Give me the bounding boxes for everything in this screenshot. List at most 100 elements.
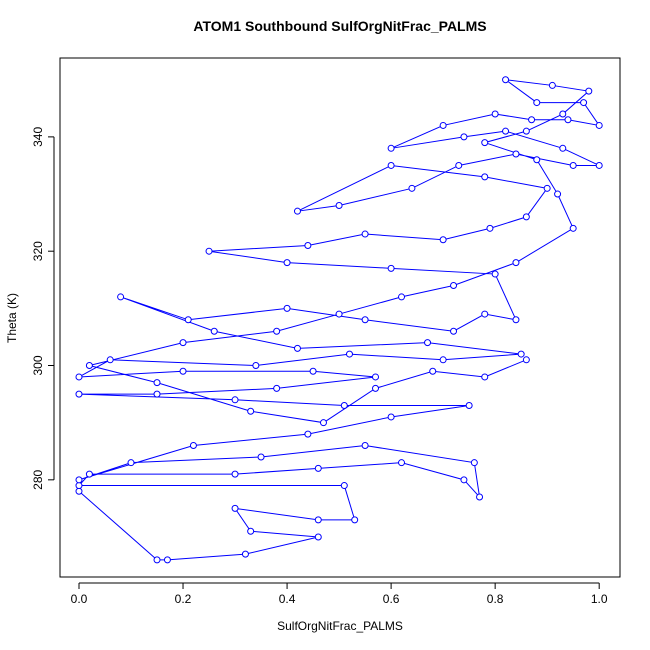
data-point [75, 390, 83, 398]
data-point [106, 356, 114, 364]
data-point [184, 316, 192, 324]
data-point [210, 327, 218, 335]
data-point [522, 127, 530, 135]
data-point [595, 161, 603, 169]
data-point [429, 367, 437, 375]
data-point [304, 241, 312, 249]
data-point [481, 173, 489, 181]
data-point [481, 373, 489, 381]
data-point [460, 133, 468, 141]
data-point [569, 224, 577, 232]
data-point [231, 396, 239, 404]
x-tick-label: 0.2 [175, 592, 192, 606]
data-point [595, 121, 603, 129]
data-point [293, 207, 301, 215]
data-point [387, 413, 395, 421]
y-tick-label: 340 [31, 127, 45, 147]
data-point [569, 161, 577, 169]
data-point [361, 316, 369, 324]
data-point [304, 430, 312, 438]
data-point [75, 373, 83, 381]
data-point [179, 367, 187, 375]
data-point [585, 87, 593, 95]
data-point [481, 139, 489, 147]
data-point [408, 184, 416, 192]
data-point [314, 516, 322, 524]
data-point [273, 384, 281, 392]
data-point [559, 144, 567, 152]
y-tick-label: 280 [31, 469, 45, 489]
data-point [533, 156, 541, 164]
data-point [127, 459, 135, 467]
x-tick-label: 1.0 [591, 592, 608, 606]
data-point [439, 236, 447, 244]
data-point [314, 533, 322, 541]
data-point [486, 224, 494, 232]
chart-title: ATOM1 Southbound SulfOrgNitFrac_PALMS [193, 18, 486, 34]
y-tick-label: 320 [31, 241, 45, 261]
data-point [512, 316, 520, 324]
data-point [387, 264, 395, 272]
y-axis-label: Theta (K) [5, 293, 19, 343]
data-point [189, 442, 197, 450]
data-point [491, 270, 499, 278]
data-point [398, 459, 406, 467]
data-point [398, 293, 406, 301]
data-point [351, 516, 359, 524]
data-line [77, 78, 601, 561]
data-point [470, 459, 478, 467]
data-point [387, 144, 395, 152]
data-point [455, 161, 463, 169]
data-point [512, 150, 520, 158]
data-point [75, 487, 83, 495]
data-point [247, 407, 255, 415]
data-point [85, 470, 93, 478]
data-point [460, 476, 468, 484]
data-point [522, 356, 530, 364]
data-point [564, 116, 572, 124]
data-point [273, 327, 281, 335]
data-point [205, 247, 213, 255]
data-point [548, 81, 556, 89]
data-point [465, 402, 473, 410]
data-point [345, 350, 353, 358]
data-point [117, 293, 125, 301]
data-point [517, 350, 525, 358]
data-point [450, 327, 458, 335]
data-point [580, 99, 588, 107]
x-tick-label: 0.8 [487, 592, 504, 606]
data-point [252, 362, 260, 370]
plot-frame [59, 57, 621, 578]
data-point [283, 259, 291, 267]
data-point [491, 110, 499, 118]
data-point [335, 201, 343, 209]
data-point [179, 339, 187, 347]
data-point [502, 76, 510, 84]
data-point [153, 556, 161, 564]
x-tick-label: 0.6 [383, 592, 400, 606]
data-point [163, 556, 171, 564]
data-point [293, 344, 301, 352]
data-point [372, 373, 380, 381]
data-point [533, 99, 541, 107]
data-point [75, 482, 83, 490]
data-point [361, 230, 369, 238]
data-point [476, 493, 484, 501]
data-point [153, 379, 161, 387]
data-point [247, 527, 255, 535]
data-point [512, 259, 520, 267]
data-point [424, 339, 432, 347]
data-point [361, 442, 369, 450]
data-point [522, 213, 530, 221]
data-point [502, 127, 510, 135]
data-point [340, 482, 348, 490]
data-point [231, 504, 239, 512]
data-point [387, 161, 395, 169]
x-axis-label: SulfOrgNitFrac_PALMS [277, 619, 403, 633]
data-point [241, 550, 249, 558]
data-point [309, 367, 317, 375]
data-point [283, 304, 291, 312]
y-tick-label: 300 [31, 355, 45, 375]
data-point [314, 464, 322, 472]
data-point [153, 390, 161, 398]
